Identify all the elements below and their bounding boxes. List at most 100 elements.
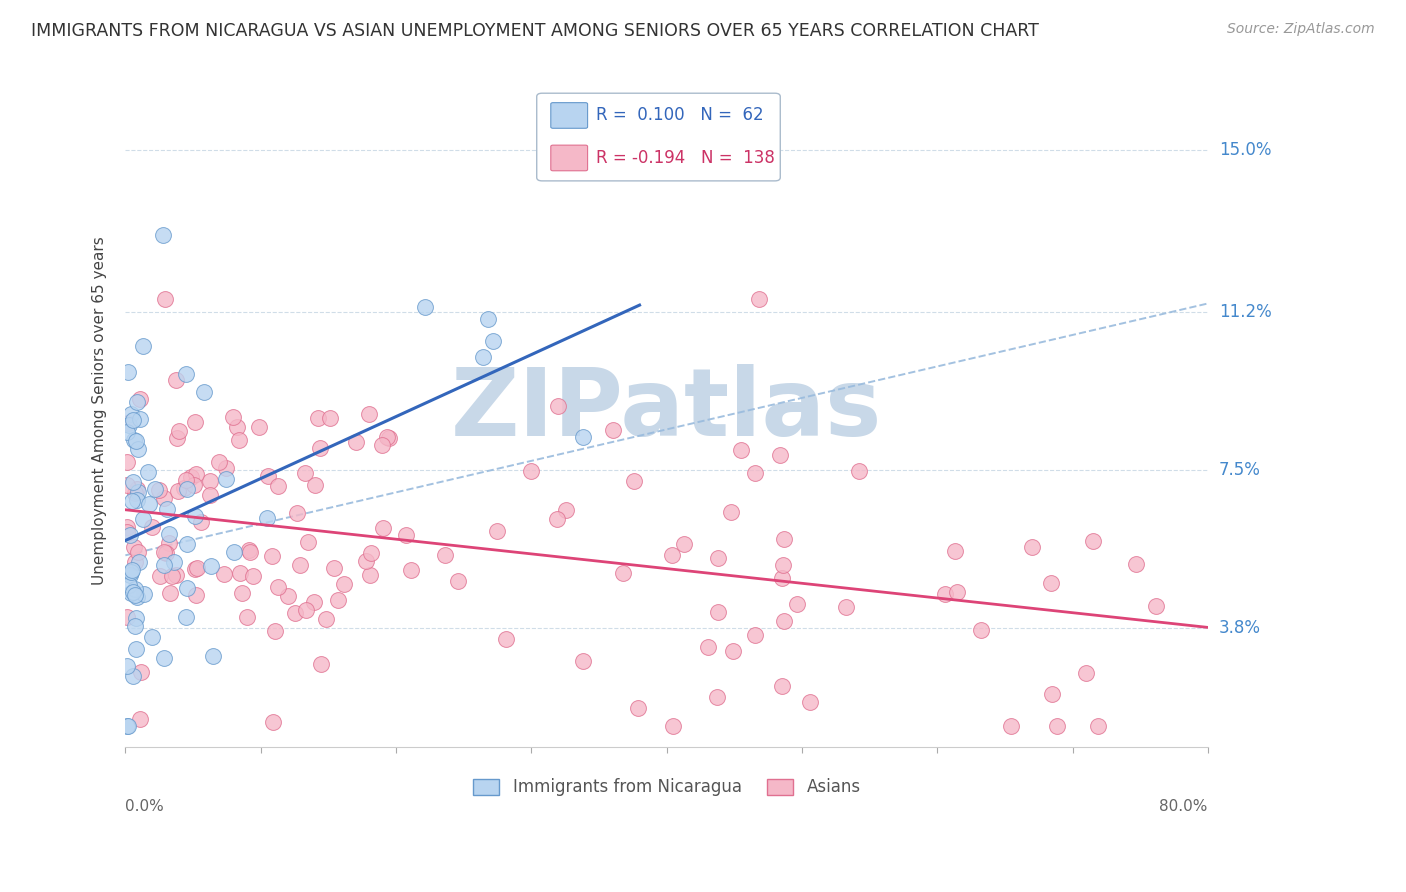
Text: 0.0%: 0.0%: [125, 798, 165, 814]
Point: [319, 410, 342, 425]
Point: [247, 420, 270, 434]
Point: [198, 474, 221, 488]
Point: [122, 540, 145, 554]
Point: [122, 585, 145, 599]
Point: [572, 654, 595, 668]
Point: [285, 506, 308, 520]
Point: [198, 488, 221, 502]
Point: [554, 502, 576, 516]
Point: [267, 580, 290, 594]
Point: [125, 610, 148, 624]
Point: [707, 605, 730, 619]
Point: [399, 563, 422, 577]
Point: [165, 568, 187, 582]
Point: [215, 471, 238, 485]
Point: [1087, 719, 1109, 733]
Point: [263, 624, 285, 638]
FancyBboxPatch shape: [551, 145, 588, 170]
Point: [295, 603, 318, 617]
Point: [118, 577, 141, 591]
Point: [115, 524, 138, 539]
Point: [129, 412, 152, 426]
Point: [176, 536, 198, 550]
Text: R =  0.100   N =  62: R = 0.100 N = 62: [596, 106, 763, 125]
Point: [799, 695, 821, 709]
Point: [122, 475, 145, 490]
Text: 80.0%: 80.0%: [1160, 798, 1208, 814]
Point: [165, 373, 187, 387]
Point: [1046, 719, 1069, 733]
Point: [262, 549, 284, 563]
Point: [121, 494, 143, 508]
Point: [612, 566, 634, 580]
Point: [228, 434, 250, 448]
Point: [132, 587, 155, 601]
Point: [152, 228, 174, 243]
Point: [308, 411, 330, 425]
Point: [121, 563, 143, 577]
Point: [200, 559, 222, 574]
Point: [124, 588, 146, 602]
Point: [128, 712, 150, 726]
Point: [945, 585, 967, 599]
Point: [120, 567, 142, 582]
Point: [238, 543, 260, 558]
Point: [118, 527, 141, 541]
Point: [371, 438, 394, 452]
Point: [115, 455, 138, 469]
Legend: Immigrants from Nicaragua, Asians: Immigrants from Nicaragua, Asians: [465, 772, 868, 803]
Point: [662, 719, 685, 733]
Point: [125, 590, 148, 604]
Point: [360, 546, 382, 560]
Point: [122, 669, 145, 683]
Point: [176, 581, 198, 595]
Point: [262, 714, 284, 729]
Point: [447, 574, 470, 589]
Point: [174, 609, 197, 624]
Point: [167, 483, 190, 498]
Point: [124, 486, 146, 500]
Point: [163, 555, 186, 569]
Point: [934, 587, 956, 601]
Text: 11.2%: 11.2%: [1219, 303, 1271, 321]
Point: [359, 567, 381, 582]
Point: [153, 558, 176, 573]
Point: [115, 659, 138, 673]
Point: [155, 292, 177, 306]
Text: R = -0.194   N =  138: R = -0.194 N = 138: [596, 149, 775, 167]
Point: [128, 555, 150, 569]
Point: [786, 597, 808, 611]
Y-axis label: Unemployment Among Seniors over 65 years: Unemployment Among Seniors over 65 years: [93, 235, 107, 584]
Point: [730, 442, 752, 457]
Point: [309, 657, 332, 671]
Point: [297, 535, 319, 549]
Point: [117, 365, 139, 379]
Point: [661, 548, 683, 562]
Point: [236, 610, 259, 624]
Point: [224, 545, 246, 559]
Text: 3.8%: 3.8%: [1219, 619, 1261, 637]
Point: [186, 560, 208, 574]
Point: [284, 606, 307, 620]
Point: [357, 408, 380, 422]
Point: [212, 567, 235, 582]
Point: [267, 479, 290, 493]
Point: [166, 431, 188, 445]
Point: [180, 469, 202, 483]
Point: [481, 334, 503, 349]
Point: [115, 520, 138, 534]
Point: [848, 464, 870, 478]
Point: [184, 587, 207, 601]
Point: [184, 415, 207, 429]
Point: [125, 395, 148, 409]
Point: [375, 429, 398, 443]
Point: [153, 545, 176, 559]
Point: [167, 424, 190, 438]
Point: [377, 431, 399, 445]
Point: [127, 485, 149, 500]
Text: Source: ZipAtlas.com: Source: ZipAtlas.com: [1227, 22, 1375, 37]
Point: [156, 501, 179, 516]
Point: [1076, 666, 1098, 681]
Point: [672, 537, 695, 551]
Point: [121, 413, 143, 427]
